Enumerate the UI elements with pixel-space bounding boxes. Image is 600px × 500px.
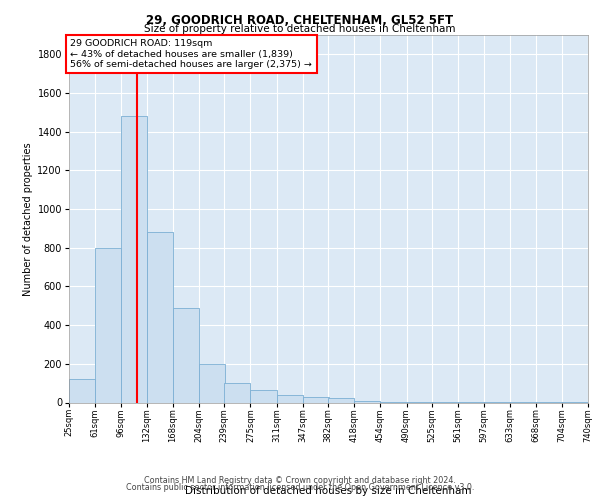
Text: Size of property relative to detached houses in Cheltenham: Size of property relative to detached ho… [144,24,456,34]
Y-axis label: Number of detached properties: Number of detached properties [23,142,33,296]
Bar [354,401,380,402]
X-axis label: Distribution of detached houses by size in Cheltenham: Distribution of detached houses by size … [185,486,472,496]
Bar [224,383,250,402]
Text: Contains public sector information licensed under the Open Government Licence v3: Contains public sector information licen… [126,484,474,492]
Bar [199,364,225,403]
Text: 29, GOODRICH ROAD, CHELTENHAM, GL52 5FT: 29, GOODRICH ROAD, CHELTENHAM, GL52 5FT [146,14,454,27]
Bar [328,398,354,402]
Text: Contains HM Land Registry data © Crown copyright and database right 2024.: Contains HM Land Registry data © Crown c… [144,476,456,485]
Bar [121,116,146,403]
Bar [303,396,329,402]
Bar [173,308,199,402]
Bar [69,380,95,402]
Bar [95,248,121,402]
Text: 29 GOODRICH ROAD: 119sqm
← 43% of detached houses are smaller (1,839)
56% of sem: 29 GOODRICH ROAD: 119sqm ← 43% of detach… [70,40,313,69]
Bar [250,390,277,402]
Bar [277,395,303,402]
Bar [146,232,173,402]
